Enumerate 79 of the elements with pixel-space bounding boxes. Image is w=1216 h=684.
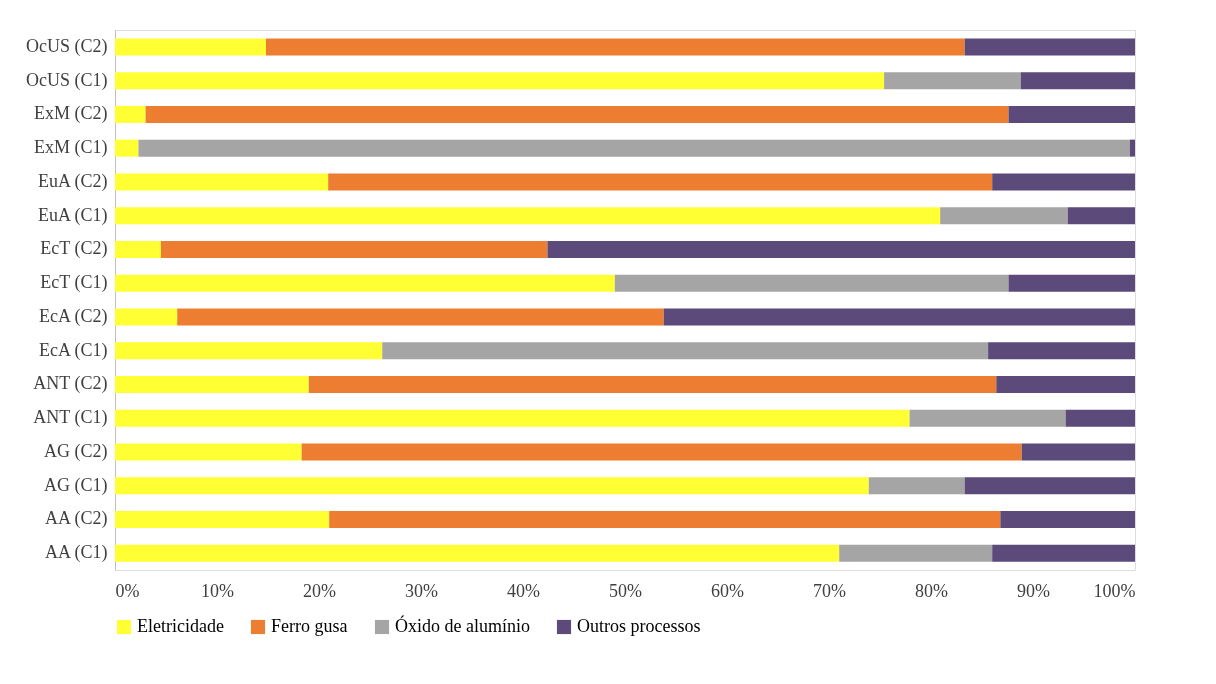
y-tick-label: EuA (C1)	[38, 204, 108, 226]
bar	[115, 274, 615, 292]
y-tick-label: EcT (C2)	[40, 238, 108, 260]
bar	[115, 139, 139, 157]
legend-label: Óxido de alumínio	[395, 615, 530, 636]
bar	[868, 477, 965, 495]
bar	[884, 72, 1021, 90]
x-tick-label: 60%	[711, 580, 744, 601]
bar	[1067, 207, 1135, 225]
bar	[614, 274, 1009, 292]
legend-label: Ferro gusa	[271, 616, 348, 636]
bar	[115, 544, 840, 562]
bar	[1008, 105, 1135, 123]
bar	[115, 477, 869, 495]
y-tick-label: ANT (C2)	[33, 373, 108, 395]
y-tick-label: EcA (C1)	[39, 339, 108, 361]
y-tick-label: ANT (C1)	[33, 407, 108, 429]
y-tick-label: AA (C1)	[45, 542, 108, 564]
y-tick-label: ExM (C2)	[34, 103, 108, 125]
x-tick-label: 90%	[1017, 580, 1050, 601]
bar	[115, 72, 885, 90]
y-tick-label: EuA (C2)	[38, 170, 108, 192]
bar	[964, 477, 1135, 495]
bar	[547, 240, 1135, 258]
bar	[992, 173, 1135, 191]
bar	[160, 240, 548, 258]
bar	[964, 38, 1135, 56]
bar	[329, 510, 1001, 528]
bar	[1000, 510, 1135, 528]
bar	[663, 308, 1135, 326]
bar	[115, 443, 302, 461]
bar	[115, 240, 161, 258]
x-tick-label: 70%	[813, 580, 846, 601]
bar	[138, 139, 1130, 157]
bar	[988, 342, 1135, 360]
y-tick-label: AA (C2)	[45, 508, 108, 530]
legend-label: Eletricidade	[137, 616, 224, 636]
bar	[115, 38, 266, 56]
bar	[115, 409, 910, 427]
x-tick-label: 80%	[915, 580, 948, 601]
bar	[909, 409, 1066, 427]
y-tick-label: AG (C1)	[44, 474, 108, 496]
bar	[382, 342, 989, 360]
bar	[1065, 409, 1135, 427]
bar	[1021, 443, 1135, 461]
x-tick-label: 0%	[115, 580, 140, 601]
bar	[996, 375, 1135, 393]
legend-label: Outros processos	[577, 616, 701, 636]
bar	[308, 375, 997, 393]
x-tick-label: 30%	[405, 580, 438, 601]
bar	[940, 207, 1068, 225]
y-tick-label: OcUS (C2)	[26, 35, 108, 57]
x-tick-label: 50%	[609, 580, 642, 601]
bar	[839, 544, 993, 562]
bar	[992, 544, 1135, 562]
bar	[145, 105, 1009, 123]
bar	[115, 207, 941, 225]
bar	[1008, 274, 1135, 292]
bar	[177, 308, 664, 326]
y-tick-label: ExM (C1)	[34, 137, 108, 159]
bar	[115, 105, 146, 123]
bar	[115, 308, 178, 326]
bar	[115, 510, 330, 528]
bar	[328, 173, 993, 191]
y-tick-label: AG (C2)	[44, 440, 108, 462]
x-tick-label: 20%	[303, 580, 336, 601]
bar	[301, 443, 1022, 461]
bar	[265, 38, 965, 56]
bar	[1020, 72, 1135, 90]
x-tick-label: 40%	[507, 580, 540, 601]
bar	[1129, 139, 1135, 157]
bar	[115, 342, 383, 360]
x-tick-label: 10%	[201, 580, 234, 601]
bar	[115, 375, 309, 393]
bar	[115, 173, 329, 191]
y-tick-label: OcUS (C1)	[26, 69, 108, 91]
y-tick-label: EcT (C1)	[40, 272, 108, 294]
y-tick-label: EcA (C2)	[39, 305, 108, 327]
x-tick-label: 100%	[1093, 580, 1136, 601]
